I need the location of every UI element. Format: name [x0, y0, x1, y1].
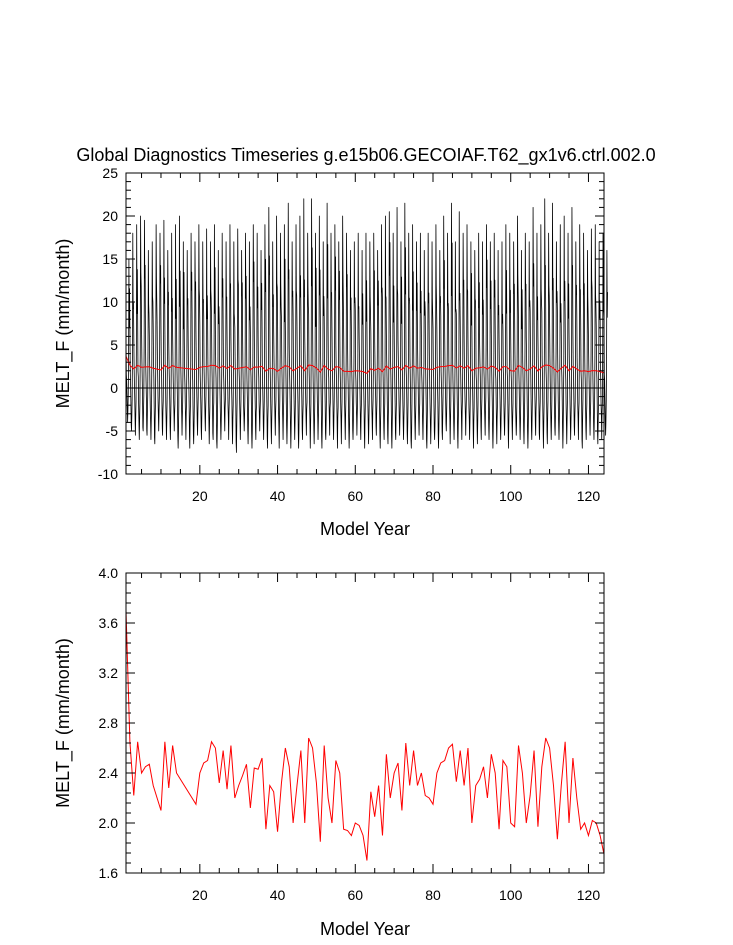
x-tick-label: 80 [425, 887, 441, 903]
top-x-axis-label: Model Year [320, 519, 410, 539]
y-tick-label: 25 [102, 165, 118, 181]
y-tick-label: 3.2 [99, 665, 119, 681]
x-tick-label: 20 [192, 887, 208, 903]
y-tick-label: 10 [102, 294, 118, 310]
y-tick-label: 2.8 [99, 715, 119, 731]
y-tick-label: 0 [110, 380, 118, 396]
monthly-series-line [125, 198, 608, 453]
y-tick-label: 1.6 [99, 865, 119, 881]
bottom-series-group [125, 610, 605, 861]
annual-mean-line [125, 610, 605, 861]
y-tick-label: 2.0 [99, 815, 119, 831]
top-panel: Global Diagnostics Timeseries g.e15b06.G… [53, 145, 656, 539]
x-tick-label: 120 [577, 488, 601, 504]
x-tick-label: 20 [192, 488, 208, 504]
y-tick-label: 4.0 [99, 565, 119, 581]
x-tick-label: 60 [347, 887, 363, 903]
y-tick-label: 20 [102, 208, 118, 224]
bottom-x-axis-label: Model Year [320, 919, 410, 939]
bottom-plot-frame [125, 572, 605, 874]
bottom-y-axis-label: MELT_F (mm/month) [53, 638, 74, 808]
y-tick-label: -5 [106, 423, 119, 439]
x-tick-label: 100 [499, 488, 523, 504]
top-plot-frame [125, 172, 605, 475]
top-y-axis-label: MELT_F (mm/month) [53, 239, 74, 409]
x-tick-label: 60 [347, 488, 363, 504]
x-tick-label: 80 [425, 488, 441, 504]
y-tick-label: -10 [98, 466, 118, 482]
top-series-group [125, 198, 608, 453]
y-tick-label: 15 [102, 251, 118, 267]
chart-title: Global Diagnostics Timeseries g.e15b06.G… [76, 145, 655, 166]
x-tick-label: 40 [270, 887, 286, 903]
bottom-panel: 20 40 60 80 100 120 1.6 2.0 2.4 2.8 3.2 3.6 4.0 Mode… [53, 565, 605, 939]
y-tick-label: 5 [110, 337, 118, 353]
y-tick-label: 3.6 [99, 615, 119, 631]
x-tick-label: 120 [577, 887, 601, 903]
x-tick-label: 100 [499, 887, 523, 903]
y-tick-label: 2.4 [99, 765, 119, 781]
bottom-axes-group: 20 40 60 80 100 120 1.6 2.0 2.4 2.8 3.2 3.6 4.0 [99, 565, 604, 903]
annual-mean-line [125, 355, 605, 374]
x-tick-label: 40 [270, 488, 286, 504]
top-axes-group: 20 40 60 80 100 120 -10 -5 0 5 10 15 20 25 [98, 165, 604, 504]
